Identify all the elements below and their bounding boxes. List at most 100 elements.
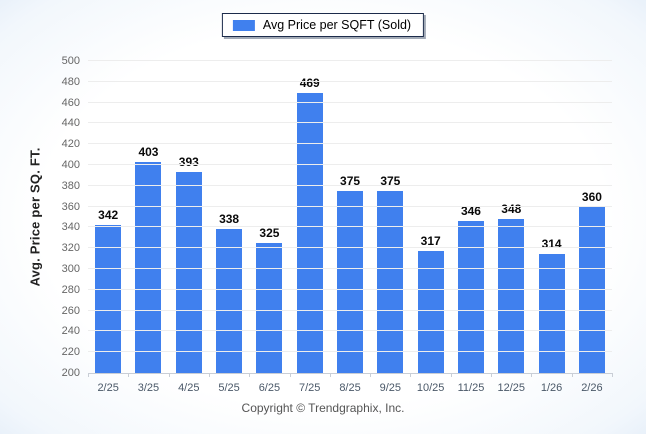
- bar-slot: 346: [451, 61, 491, 373]
- y-axis-labels: 200 220 240 260 280 300 320 340 360 380 400 420 440 4…: [46, 55, 80, 379]
- bar-value-label: 342: [98, 208, 119, 223]
- bar: [256, 243, 283, 373]
- x-axis-ticks: [88, 373, 613, 378]
- x-axis-tick-mark: [370, 373, 372, 377]
- y-tick-label: 260: [61, 304, 80, 317]
- bar: [457, 221, 484, 373]
- gridline: [88, 330, 612, 332]
- bar-value-label: 325: [259, 226, 280, 240]
- y-tick-label: 420: [61, 138, 80, 151]
- bar-slot: 338: [209, 61, 249, 373]
- bar-slot: 342: [88, 61, 128, 373]
- x-tick-label: 8/25: [339, 382, 361, 394]
- x-tick-label: 11/25: [457, 382, 485, 394]
- bar-slot: 348: [491, 61, 531, 373]
- y-axis-title: Avg. Price per SQ. FT.: [27, 147, 43, 287]
- x-axis-labels: 2/25 3/25 4/25 5/25 6/25 7/25 8/25 9/25 10/25 11/…: [88, 376, 612, 394]
- bar: [337, 191, 364, 373]
- y-tick-label: 320: [61, 242, 80, 255]
- legend: Avg Price per SQFT (Sold): [221, 13, 425, 37]
- y-tick-label: 380: [61, 179, 80, 192]
- bar: [538, 254, 565, 373]
- y-tick-label: 400: [61, 159, 80, 171]
- bar-slot: 375: [330, 61, 370, 373]
- y-tick-label: 440: [61, 117, 80, 130]
- x-tick-label: 6/25: [258, 382, 281, 394]
- gridline: [88, 80, 612, 82]
- gridline: [88, 60, 612, 61]
- bar-value-label: 338: [219, 212, 240, 227]
- y-tick-label: 240: [61, 325, 80, 338]
- y-tick-label: 480: [61, 75, 80, 88]
- x-tick-label: 9/25: [379, 382, 402, 394]
- gridline: [88, 309, 612, 311]
- gridline: [88, 205, 612, 207]
- gridline: [88, 268, 612, 269]
- gridline: [88, 101, 612, 103]
- bar: [175, 172, 202, 373]
- bar-value-label: 348: [501, 202, 522, 217]
- bar: [377, 191, 404, 373]
- x-tick-label: 3/25: [137, 382, 160, 394]
- bar: [498, 219, 525, 373]
- bar: [216, 229, 243, 373]
- bar-value-label: 375: [380, 174, 401, 188]
- bar-value-label: 375: [340, 174, 361, 188]
- x-tick-label: 7/25: [299, 382, 321, 394]
- bar-value-label: 314: [541, 237, 562, 252]
- gridline: [88, 122, 612, 124]
- bar: [417, 251, 444, 373]
- bar-slot: 360: [572, 61, 612, 373]
- x-tick-label: 12/25: [497, 382, 526, 394]
- legend-swatch: [232, 19, 255, 31]
- x-axis-tick-mark: [491, 373, 493, 377]
- y-tick-label: 340: [61, 221, 80, 234]
- bars-row: 342 403 393 338 325 469 375 375 317 346 348 314 360: [88, 61, 612, 373]
- x-axis-tick-mark: [208, 373, 210, 377]
- bar-value-label: 469: [299, 76, 320, 91]
- bar: [296, 93, 323, 373]
- bar: [95, 225, 122, 373]
- gridline: [88, 226, 612, 228]
- x-axis-tick-mark: [168, 373, 170, 377]
- copyright-text: Copyright © Trendgraphix, Inc.: [241, 401, 405, 415]
- bar-slot: 325: [249, 61, 289, 373]
- y-tick-label: 500: [61, 55, 80, 67]
- x-tick-label: 2/26: [581, 382, 603, 394]
- x-axis-tick-mark: [410, 373, 412, 377]
- bar-value-label: 360: [581, 189, 602, 204]
- bar-value-label: 393: [178, 155, 199, 170]
- bar-slot: 469: [290, 61, 330, 373]
- x-tick-label: 1/26: [540, 382, 563, 394]
- bar-value-label: 403: [138, 144, 159, 159]
- bar-slot: 393: [169, 61, 209, 373]
- x-axis-tick-mark: [612, 373, 613, 377]
- x-axis-tick-mark: [450, 373, 452, 377]
- gridline: [88, 184, 612, 186]
- x-tick-label: 4/25: [178, 382, 200, 394]
- bar-slot: 403: [128, 61, 168, 373]
- y-tick-label: 280: [61, 283, 80, 296]
- x-tick-label: 10/25: [416, 382, 445, 394]
- bar-value-label: 346: [460, 204, 481, 219]
- gridline: [88, 351, 612, 353]
- gridline: [88, 164, 612, 165]
- gridline: [88, 288, 612, 290]
- y-tick-label: 300: [61, 263, 80, 275]
- y-tick-label: 460: [61, 96, 80, 109]
- gridline: [88, 143, 612, 145]
- x-axis-tick-mark: [571, 373, 573, 377]
- x-axis-tick-mark: [249, 373, 251, 377]
- plot-area: 342 403 393 338 325 469 375 375 317 346 348 314 360: [88, 60, 612, 374]
- x-axis-tick-mark: [289, 373, 291, 377]
- bar-slot: 317: [411, 61, 451, 373]
- legend-label: Avg Price per SQFT (Sold): [262, 18, 412, 32]
- bar-value-label: 317: [420, 234, 441, 249]
- gridline: [88, 247, 612, 249]
- y-tick-label: 200: [61, 367, 80, 379]
- y-tick-label: 220: [61, 346, 80, 359]
- y-tick-label: 360: [61, 200, 80, 213]
- x-axis-tick-mark: [128, 373, 130, 377]
- x-tick-label: 5/25: [218, 382, 240, 394]
